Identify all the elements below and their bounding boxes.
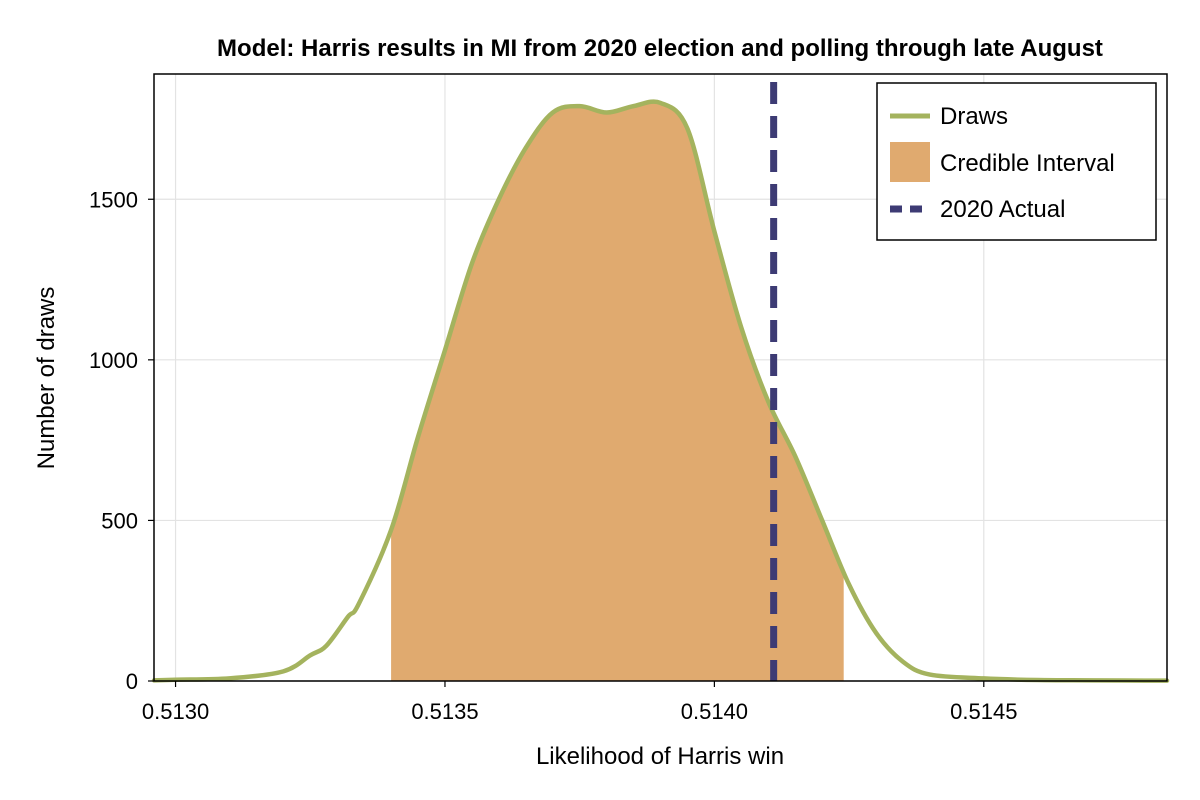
legend-credible-interval-label: Credible Interval [940, 150, 1115, 177]
x-tick-label: 0.5145 [950, 699, 1017, 724]
draws-density-line [151, 99, 1170, 683]
credible-interval-area [391, 101, 844, 681]
x-tick-label: 0.5130 [142, 699, 209, 724]
legend-draws-label: Draws [940, 103, 1008, 130]
credible-interval-layer [391, 101, 844, 681]
legend-actual-label: 2020 Actual [940, 196, 1065, 223]
x-tick-label: 0.5135 [411, 699, 478, 724]
draws-line-layer [151, 99, 1170, 683]
tick-layer: 0.5130 0.5135 0.5140 0.5145 0 500 1000 1500 [89, 187, 1017, 724]
y-tick-label: 1000 [89, 348, 138, 373]
y-tick-label: 0 [126, 669, 138, 694]
legend-credible-interval-swatch [890, 142, 930, 182]
y-tick-label: 1500 [89, 187, 138, 212]
legend: Draws Credible Interval 2020 Actual [876, 82, 1157, 241]
y-axis-label: Number of draws [33, 287, 60, 470]
plot-frame [153, 73, 1168, 682]
x-axis-label: Likelihood of Harris win [536, 743, 784, 770]
y-tick-label: 500 [101, 508, 138, 533]
chart-title: Model: Harris results in MI from 2020 el… [217, 35, 1103, 62]
x-tick-label: 0.5140 [681, 699, 748, 724]
